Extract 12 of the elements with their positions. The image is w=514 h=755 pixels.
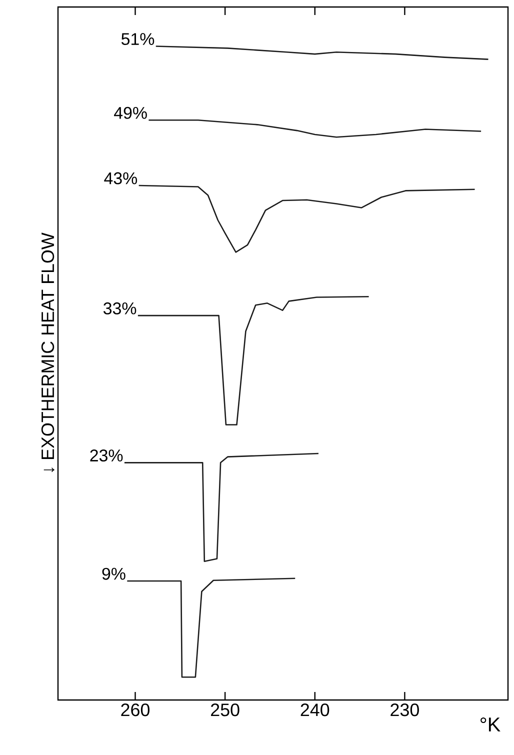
x-tick-label: 250	[211, 704, 240, 716]
x-axis-title: °K	[480, 717, 500, 732]
series-label: 23%	[90, 449, 123, 462]
series-label: 33%	[103, 302, 136, 314]
x-tick-label: 260	[121, 704, 150, 716]
x-tick-label: 230	[390, 704, 419, 716]
x-tick-label: 240	[300, 704, 330, 716]
series-label: 9%	[102, 568, 126, 580]
series-label: 51%	[121, 33, 154, 46]
series-label: 49%	[114, 106, 147, 119]
series-label: 43%	[104, 172, 138, 184]
y-axis-title: ↓ EXOTHERMIC HEAT FLOW	[41, 232, 54, 472]
